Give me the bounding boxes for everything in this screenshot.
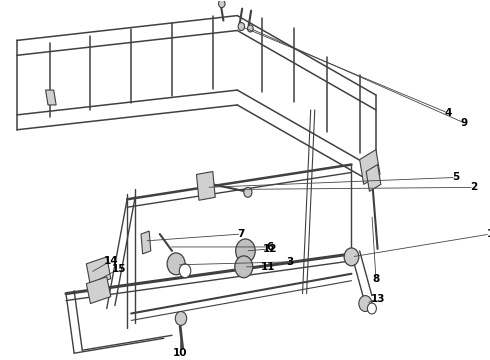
Circle shape (175, 311, 187, 325)
Text: 3: 3 (287, 257, 294, 267)
Text: 1: 1 (487, 229, 490, 239)
Circle shape (247, 25, 253, 32)
Polygon shape (196, 171, 215, 200)
Polygon shape (360, 150, 380, 184)
Circle shape (368, 303, 376, 314)
Text: 2: 2 (470, 183, 477, 192)
Text: 15: 15 (112, 264, 126, 274)
Polygon shape (86, 257, 111, 286)
Text: 5: 5 (452, 172, 460, 183)
Text: 4: 4 (444, 108, 451, 118)
Circle shape (179, 264, 191, 278)
Circle shape (344, 248, 359, 266)
Text: 10: 10 (173, 348, 187, 358)
Polygon shape (86, 277, 111, 303)
Circle shape (235, 256, 253, 278)
Text: 8: 8 (372, 274, 380, 284)
Text: 6: 6 (266, 242, 273, 252)
Text: 13: 13 (370, 293, 385, 303)
Text: 12: 12 (263, 244, 277, 254)
Polygon shape (46, 90, 56, 105)
Text: 14: 14 (103, 256, 118, 266)
Circle shape (244, 187, 252, 197)
Text: 9: 9 (461, 118, 467, 128)
Circle shape (219, 0, 225, 8)
Text: 11: 11 (261, 262, 275, 272)
Circle shape (359, 296, 372, 311)
Text: 7: 7 (238, 229, 245, 239)
Polygon shape (141, 231, 151, 254)
Circle shape (167, 253, 185, 275)
Circle shape (236, 239, 255, 263)
Polygon shape (366, 165, 381, 192)
Circle shape (238, 23, 245, 31)
